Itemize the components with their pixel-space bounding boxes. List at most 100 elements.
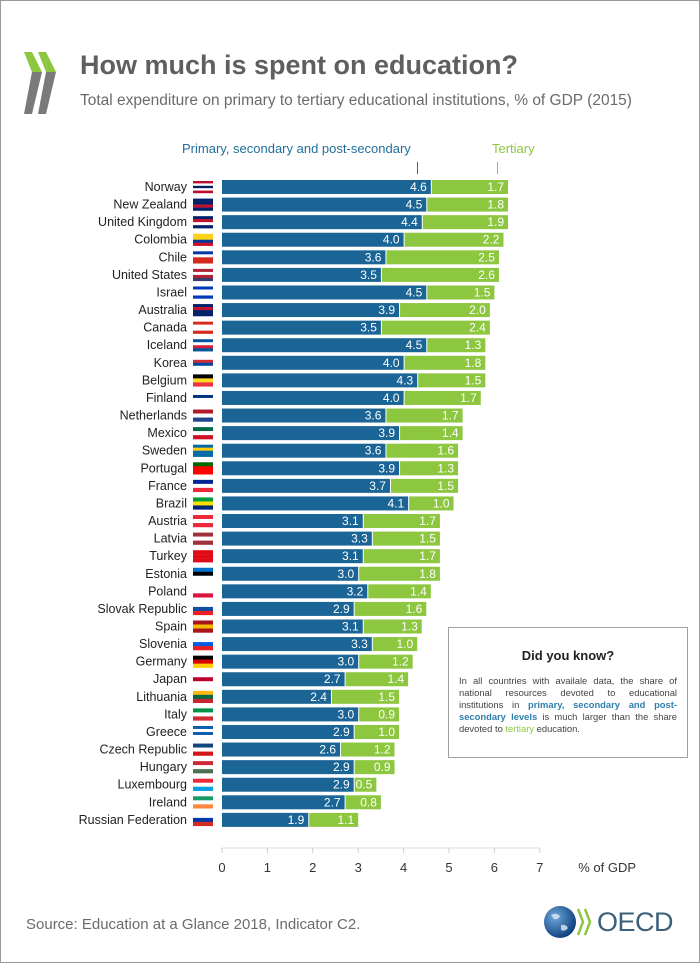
flag-icon-stripe (193, 778, 213, 783)
flag-icon-stripe (193, 602, 213, 608)
x-tick-label: 2 (309, 860, 316, 875)
data-label-primary: 3.9 (378, 461, 395, 475)
flag-icon-stripe (193, 655, 213, 660)
bar-tertiary (418, 373, 486, 388)
flag-icon-stripe (193, 593, 213, 598)
bar-primary (222, 672, 345, 687)
bar-primary (222, 496, 409, 511)
bar-primary (222, 654, 359, 669)
bar-tertiary (363, 514, 440, 529)
data-label-primary: 3.5 (360, 268, 377, 282)
flag-icon-stripe (193, 747, 213, 752)
did-you-know-box: Did you know? In all countries with avai… (448, 627, 688, 758)
data-label-tertiary: 1.1 (338, 813, 355, 827)
data-label-tertiary: 0.5 (356, 778, 373, 792)
flag-icon-stripe (193, 327, 213, 331)
country-label: Netherlands (120, 409, 187, 423)
data-label-tertiary: 1.0 (397, 637, 414, 651)
bar-primary (222, 215, 422, 230)
flag-icon-stripe (193, 330, 213, 334)
flag-icon-stripe (193, 505, 213, 510)
oecd-logo: OECD (543, 905, 674, 939)
flag-icon-stripe (193, 479, 213, 485)
flag-icon-stripe (193, 204, 213, 208)
flag-icon-stripe (193, 821, 213, 827)
country-label: Belgium (142, 373, 187, 387)
country-label: Canada (143, 321, 187, 335)
bar-tertiary (359, 566, 440, 581)
data-label-primary: 1.9 (288, 813, 305, 827)
flag-icon-stripe (193, 435, 213, 440)
bar-tertiary (359, 707, 400, 722)
flag-icon-stripe (193, 345, 213, 349)
legend-tertiary-marker (497, 162, 498, 174)
flag-icon-stripe (193, 216, 213, 220)
flag-icon-stripe (193, 356, 213, 360)
country-label: Spain (155, 620, 187, 634)
bar-primary (222, 760, 354, 775)
bar-tertiary (404, 355, 486, 370)
data-label-tertiary: 1.3 (465, 338, 482, 352)
data-label-tertiary: 1.5 (437, 479, 454, 493)
flag-icon-stripe (193, 813, 213, 819)
data-label-tertiary: 1.3 (437, 461, 454, 475)
bar-tertiary (431, 180, 509, 194)
data-label-tertiary: 1.4 (387, 672, 404, 686)
bar-primary (222, 707, 359, 722)
flag-icon-stripe (193, 610, 213, 616)
flag-icon-stripe (193, 800, 213, 805)
legend-tertiary: Tertiary (492, 141, 535, 156)
data-label-primary: 3.1 (342, 620, 359, 634)
data-label-tertiary: 1.8 (465, 356, 482, 370)
data-label-primary: 2.9 (333, 760, 350, 774)
bar-tertiary (354, 601, 427, 616)
flag-icon-stripe (193, 183, 213, 186)
bar-tertiary (381, 320, 490, 335)
country-label: Japan (153, 672, 187, 686)
flag-icon-stripe (193, 239, 213, 243)
source-note: Source: Education at a Glance 2018, Indi… (26, 916, 361, 933)
data-label-primary: 2.9 (333, 602, 350, 616)
country-label: Australia (138, 303, 187, 317)
country-label: United States (112, 268, 187, 282)
flag-icon-stripe (193, 796, 213, 801)
bar-primary (222, 267, 381, 282)
data-label-tertiary: 0.9 (378, 707, 395, 721)
bar-tertiary (331, 689, 400, 704)
bar-primary (222, 795, 345, 810)
data-label-tertiary: 1.7 (442, 409, 459, 423)
page-subtitle: Total expenditure on primary to tertiary… (80, 92, 632, 109)
flag-icon-stripe (193, 185, 213, 189)
country-label: Italy (164, 707, 188, 721)
country-label: Germany (136, 655, 188, 669)
flag-icon-stripe (193, 483, 213, 489)
bar-tertiary (422, 215, 509, 230)
bar-tertiary (409, 496, 454, 511)
oecd-chevrons-icon (577, 908, 592, 936)
flag-icon-stripe (193, 271, 213, 276)
bar-tertiary (400, 426, 463, 441)
country-label: Chile (159, 250, 188, 264)
flag-icon-stripe (193, 470, 213, 475)
bar-primary (222, 443, 386, 458)
bar-primary (222, 232, 404, 247)
country-label: Norway (145, 180, 188, 194)
flag-icon-stripe (193, 257, 213, 261)
bar-tertiary (386, 443, 459, 458)
country-label: Latvia (154, 532, 187, 546)
data-label-tertiary: 1.2 (374, 743, 391, 757)
data-label-primary: 3.6 (365, 409, 382, 423)
flag-icon-stripe (193, 295, 213, 299)
flag-icon-stripe (193, 310, 213, 314)
legend-primary: Primary, secondary and post-secondary (182, 141, 411, 156)
country-label: United Kingdom (98, 215, 187, 229)
data-label-primary: 2.7 (324, 795, 341, 809)
data-label-primary: 2.4 (310, 690, 327, 704)
bar-primary (222, 250, 386, 265)
data-label-tertiary: 2.2 (483, 233, 500, 247)
bar-primary (222, 566, 359, 581)
flag-icon-stripe (193, 501, 213, 506)
data-label-primary: 3.9 (378, 303, 395, 317)
flag-icon-stripe (193, 348, 213, 352)
flag-icon-stripe (193, 606, 213, 612)
